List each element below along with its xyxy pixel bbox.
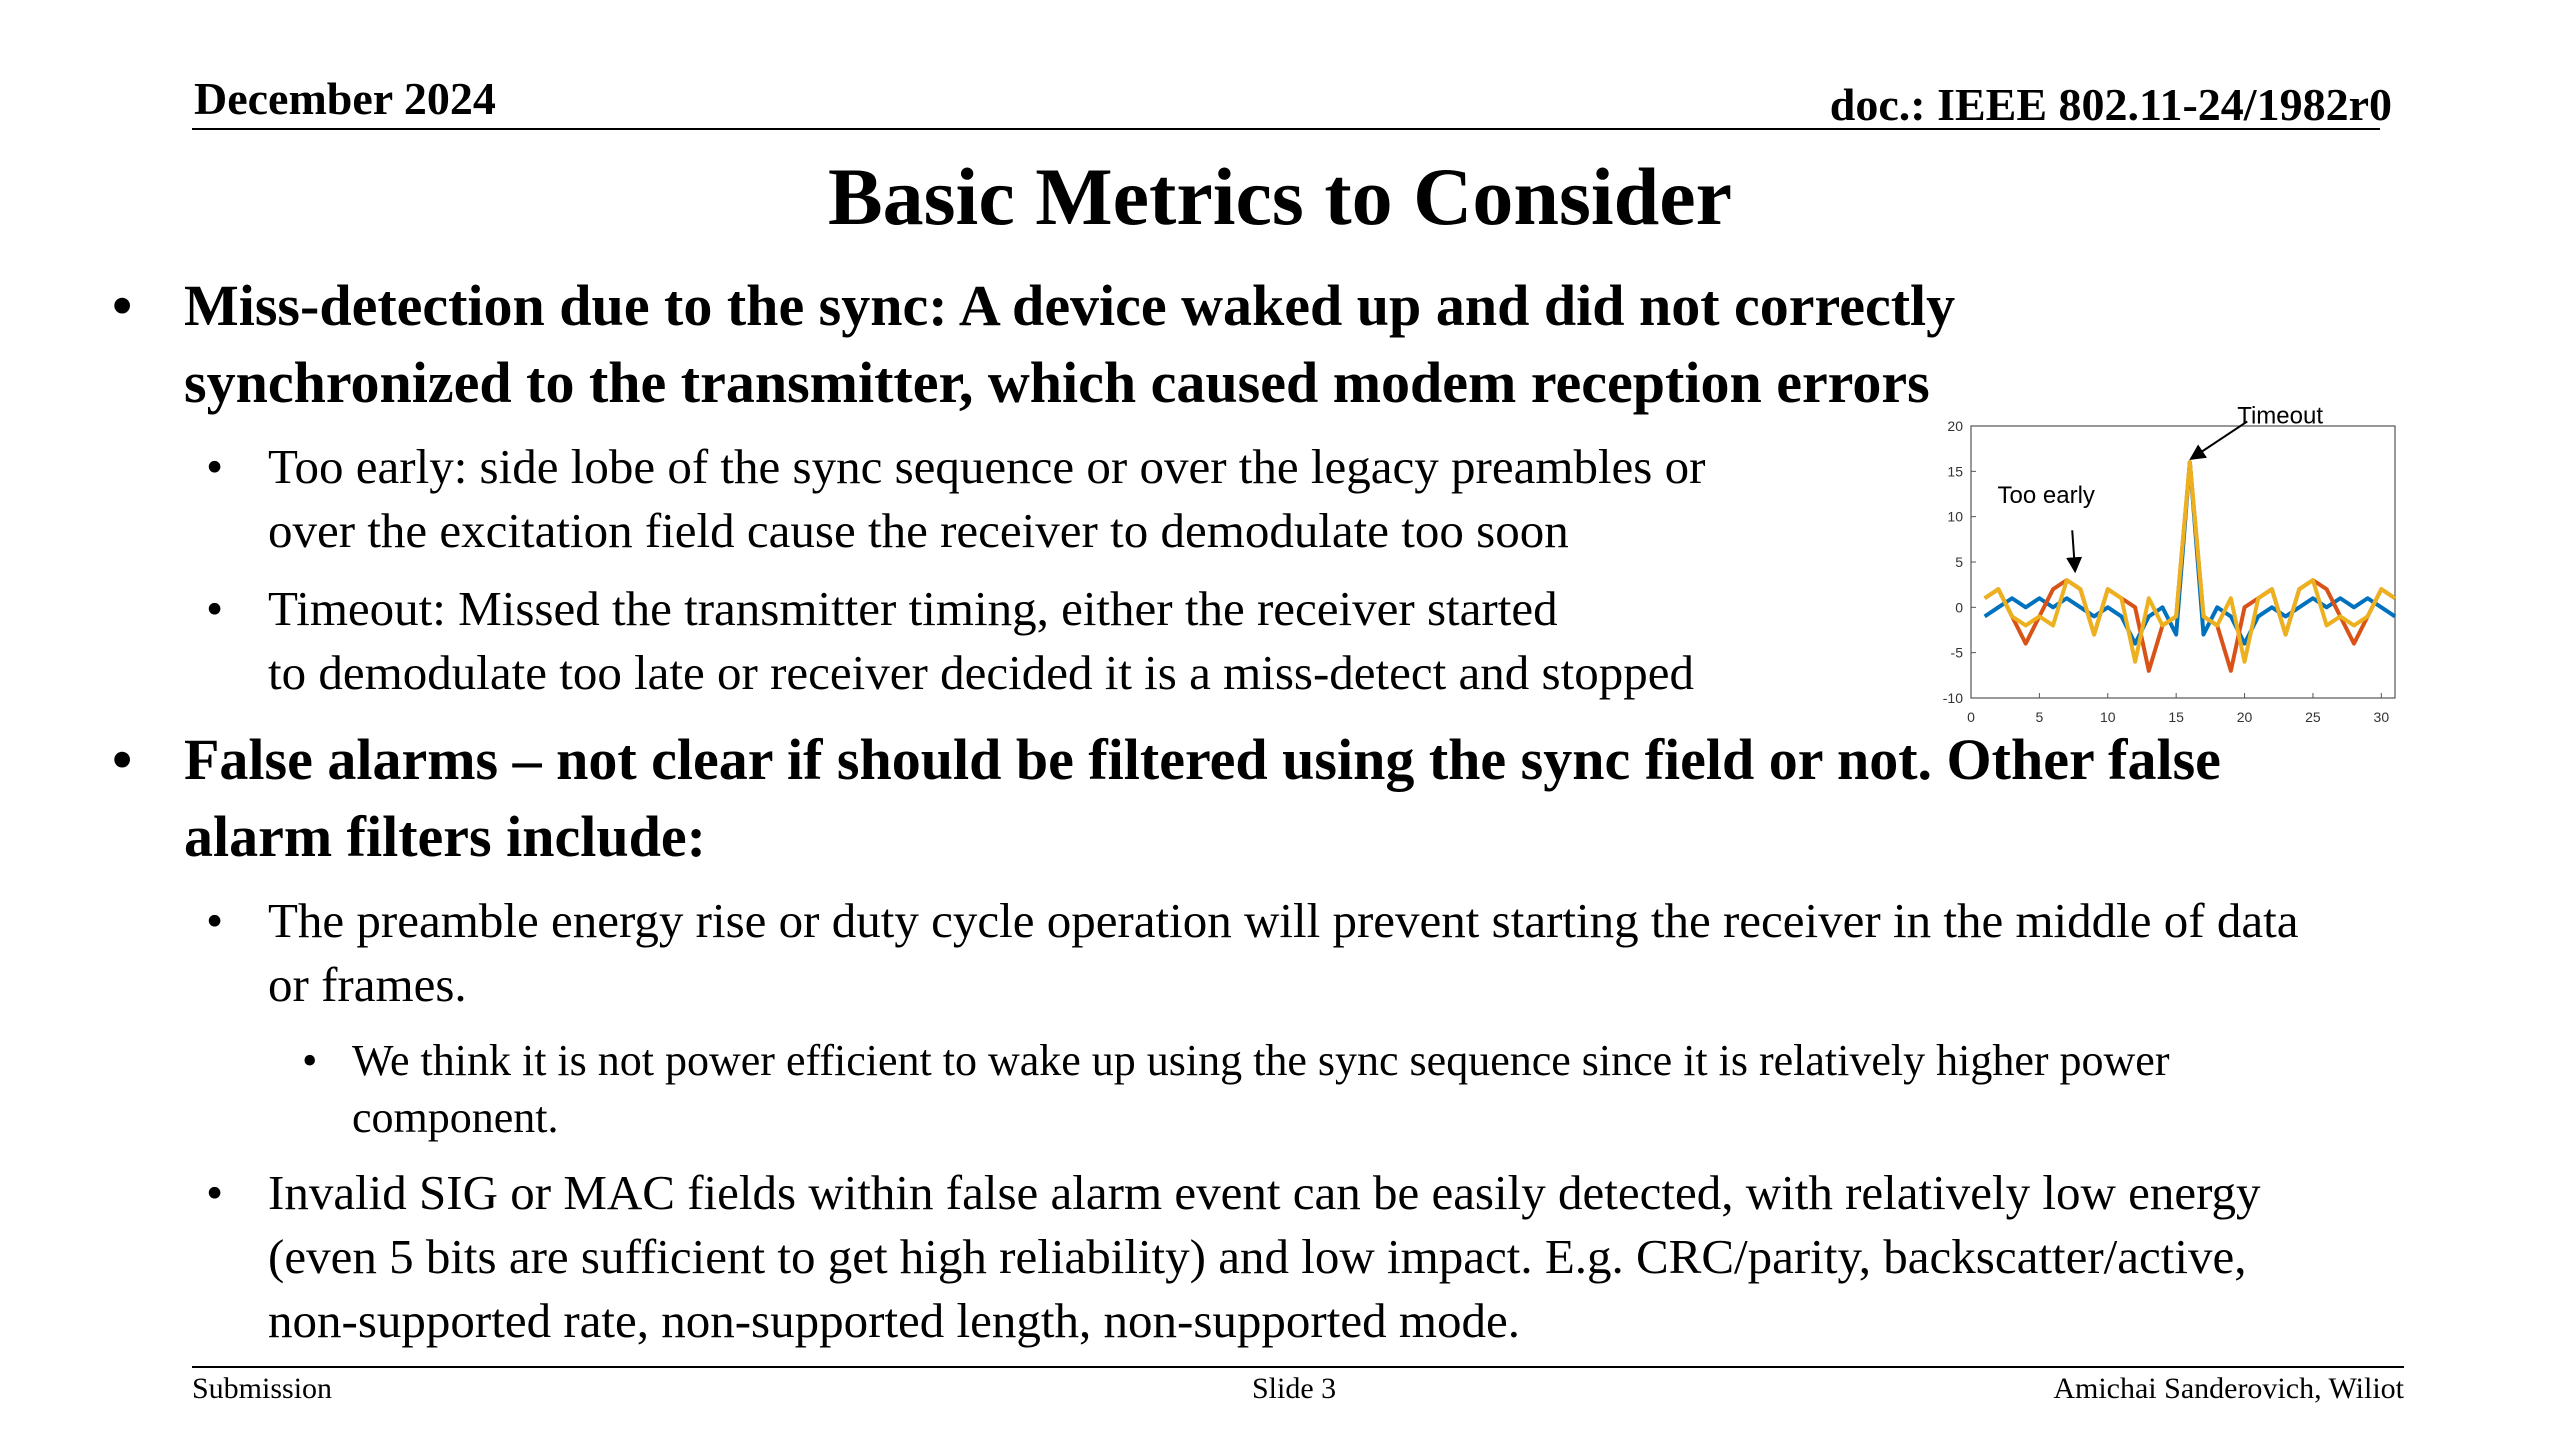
sub-preamble-line2: or frames.	[268, 957, 467, 1012]
y-tick-label: 10	[1947, 509, 1963, 525]
footer-author: Amichai Sanderovich, Wiliot	[2053, 1372, 2404, 1405]
bullet-marker: •	[206, 439, 224, 494]
footer-submission: Submission	[192, 1372, 333, 1405]
header-rule	[192, 128, 2380, 130]
sub-timeout-line1: Timeout: Missed the transmitter timing, …	[268, 581, 1558, 636]
bullet-marker: •	[112, 727, 133, 792]
series-line-2	[1983, 460, 2397, 664]
sync-correlation-chart: 0 5 10 15 20 25 30 -10 -5 0 5 10 15 20 Too early Timeou…	[1943, 402, 2397, 725]
bullet-miss-line1: Miss-detection due to the sync: A device…	[184, 273, 1956, 338]
x-tick-label: 10	[2100, 709, 2116, 725]
y-tick-label: 15	[1947, 463, 1963, 479]
x-tick-label: 25	[2305, 709, 2321, 725]
y-tick-label: 0	[1955, 599, 1963, 615]
footer-slide-number: Slide 3	[1252, 1372, 1337, 1405]
bullet-marker: •	[112, 273, 133, 338]
y-tick-label: 20	[1947, 418, 1963, 434]
timeout-arrow	[2189, 420, 2248, 460]
sub-preamble-line1: The preamble energy rise or duty cycle o…	[268, 893, 2299, 948]
x-tick-label: 20	[2237, 709, 2253, 725]
bullet-marker: •	[206, 1165, 224, 1220]
slide-title: Basic Metrics to Consider	[827, 151, 1733, 242]
subsub-power-line1: We think it is not power efficient to wa…	[352, 1036, 2170, 1085]
y-tick-label: 5	[1955, 554, 1963, 570]
header-date: December 2024	[194, 73, 496, 124]
y-tick-label: -5	[1951, 645, 1964, 661]
x-tick-label: 15	[2168, 709, 2184, 725]
header-doc-id: doc.: IEEE 802.11-24/1982r0	[1829, 79, 2392, 130]
sub-invalid-line2: (even 5 bits are sufficient to get high …	[268, 1229, 2247, 1284]
sub-invalid-line3: non-supported rate, non-supported length…	[268, 1293, 1520, 1348]
bullet-marker: •	[206, 581, 224, 636]
subsub-power-line2: component.	[352, 1093, 559, 1142]
bullet-false-line2: alarm filters include:	[184, 804, 706, 869]
bullet-false-line1: False alarms – not clear if should be fi…	[184, 727, 2221, 792]
too-early-arrow	[2066, 530, 2083, 574]
y-tick-label: -10	[1943, 690, 1963, 706]
footer-rule	[192, 1366, 2404, 1368]
bullet-miss-line2: synchronized to the transmitter, which c…	[184, 350, 1930, 415]
sub-timeout-line2: to demodulate too late or receiver decid…	[268, 645, 1694, 700]
sub-invalid-line1: Invalid SIG or MAC fields within false a…	[268, 1165, 2261, 1220]
annotation-too-early: Too early	[1998, 482, 2095, 509]
annotation-timeout: Timeout	[2237, 402, 2323, 429]
sub-early-line1: Too early: side lobe of the sync sequenc…	[268, 439, 1706, 494]
x-tick-label: 30	[2374, 709, 2390, 725]
x-tick-label: 5	[2035, 709, 2043, 725]
x-tick-label: 0	[1967, 709, 1975, 725]
bullet-marker: •	[302, 1036, 318, 1085]
bullet-marker: •	[206, 893, 224, 948]
sub-early-line2: over the excitation field cause the rece…	[268, 503, 1569, 558]
